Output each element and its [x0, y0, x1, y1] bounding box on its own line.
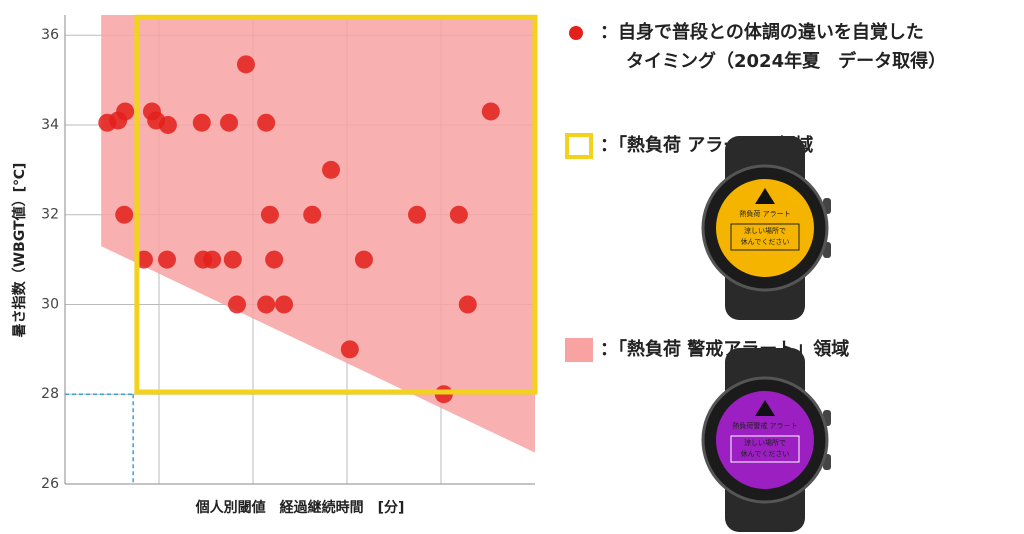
data-point: [134, 250, 153, 269]
watch-message: 休んでください: [741, 237, 790, 246]
data-point: [115, 205, 134, 224]
y-axis-label: 暑さ指数（WBGT値）[℃]: [11, 163, 28, 338]
data-point: [257, 295, 276, 314]
y-tick-label: 36: [41, 27, 59, 43]
watch-message: 涼しい場所で: [744, 438, 786, 447]
data-point: [275, 295, 294, 314]
watch-message-box: [730, 223, 800, 251]
watch-title: 熱負荷 アラート: [739, 209, 790, 218]
data-point: [458, 295, 477, 314]
watch-message: 休んでください: [741, 449, 790, 458]
legend-label: タイミング（2024年夏 データ取得）: [626, 50, 946, 72]
data-point: [192, 113, 211, 132]
data-point: [157, 250, 176, 269]
warning-icon: [755, 400, 775, 416]
legend-marker: [565, 338, 593, 362]
alert-zone: [134, 14, 538, 395]
legend-marker: [565, 133, 593, 159]
x-axis-label: 個人別閾値 経過継続時間 [分]: [195, 499, 405, 516]
watch-message: 涼しい場所で: [744, 226, 786, 235]
data-point: [236, 55, 255, 74]
watch-title: 熱負荷警戒 アラート: [732, 421, 797, 430]
y-tick-label: 30: [41, 296, 59, 312]
y-tick-label: 32: [41, 207, 59, 223]
data-point: [203, 250, 222, 269]
data-point: [354, 250, 373, 269]
y-tick-label: 28: [41, 386, 59, 402]
data-point: [158, 115, 177, 134]
data-point: [340, 340, 359, 359]
data-point: [220, 113, 239, 132]
watch-screen: [716, 391, 814, 489]
data-point: [223, 250, 242, 269]
y-tick-label: 26: [41, 476, 59, 492]
data-point: [260, 205, 279, 224]
data-point: [228, 295, 247, 314]
legend-label: ：「熱負荷 警戒アラート」領域: [600, 338, 849, 360]
data-point: [257, 113, 276, 132]
y-tick-label: 34: [41, 117, 59, 133]
data-point: [116, 102, 135, 121]
watch-screen: [716, 179, 814, 277]
data-point: [303, 205, 322, 224]
data-point: [481, 102, 500, 121]
warning-icon: [755, 188, 775, 204]
data-point: [449, 205, 468, 224]
watch-message-box: [730, 435, 800, 463]
data-point: [265, 250, 284, 269]
data-point: [408, 205, 427, 224]
legend-label: ：自身で普段との体調の違いを自覚した: [600, 21, 924, 43]
legend-marker: [569, 26, 583, 40]
data-point: [322, 160, 341, 179]
